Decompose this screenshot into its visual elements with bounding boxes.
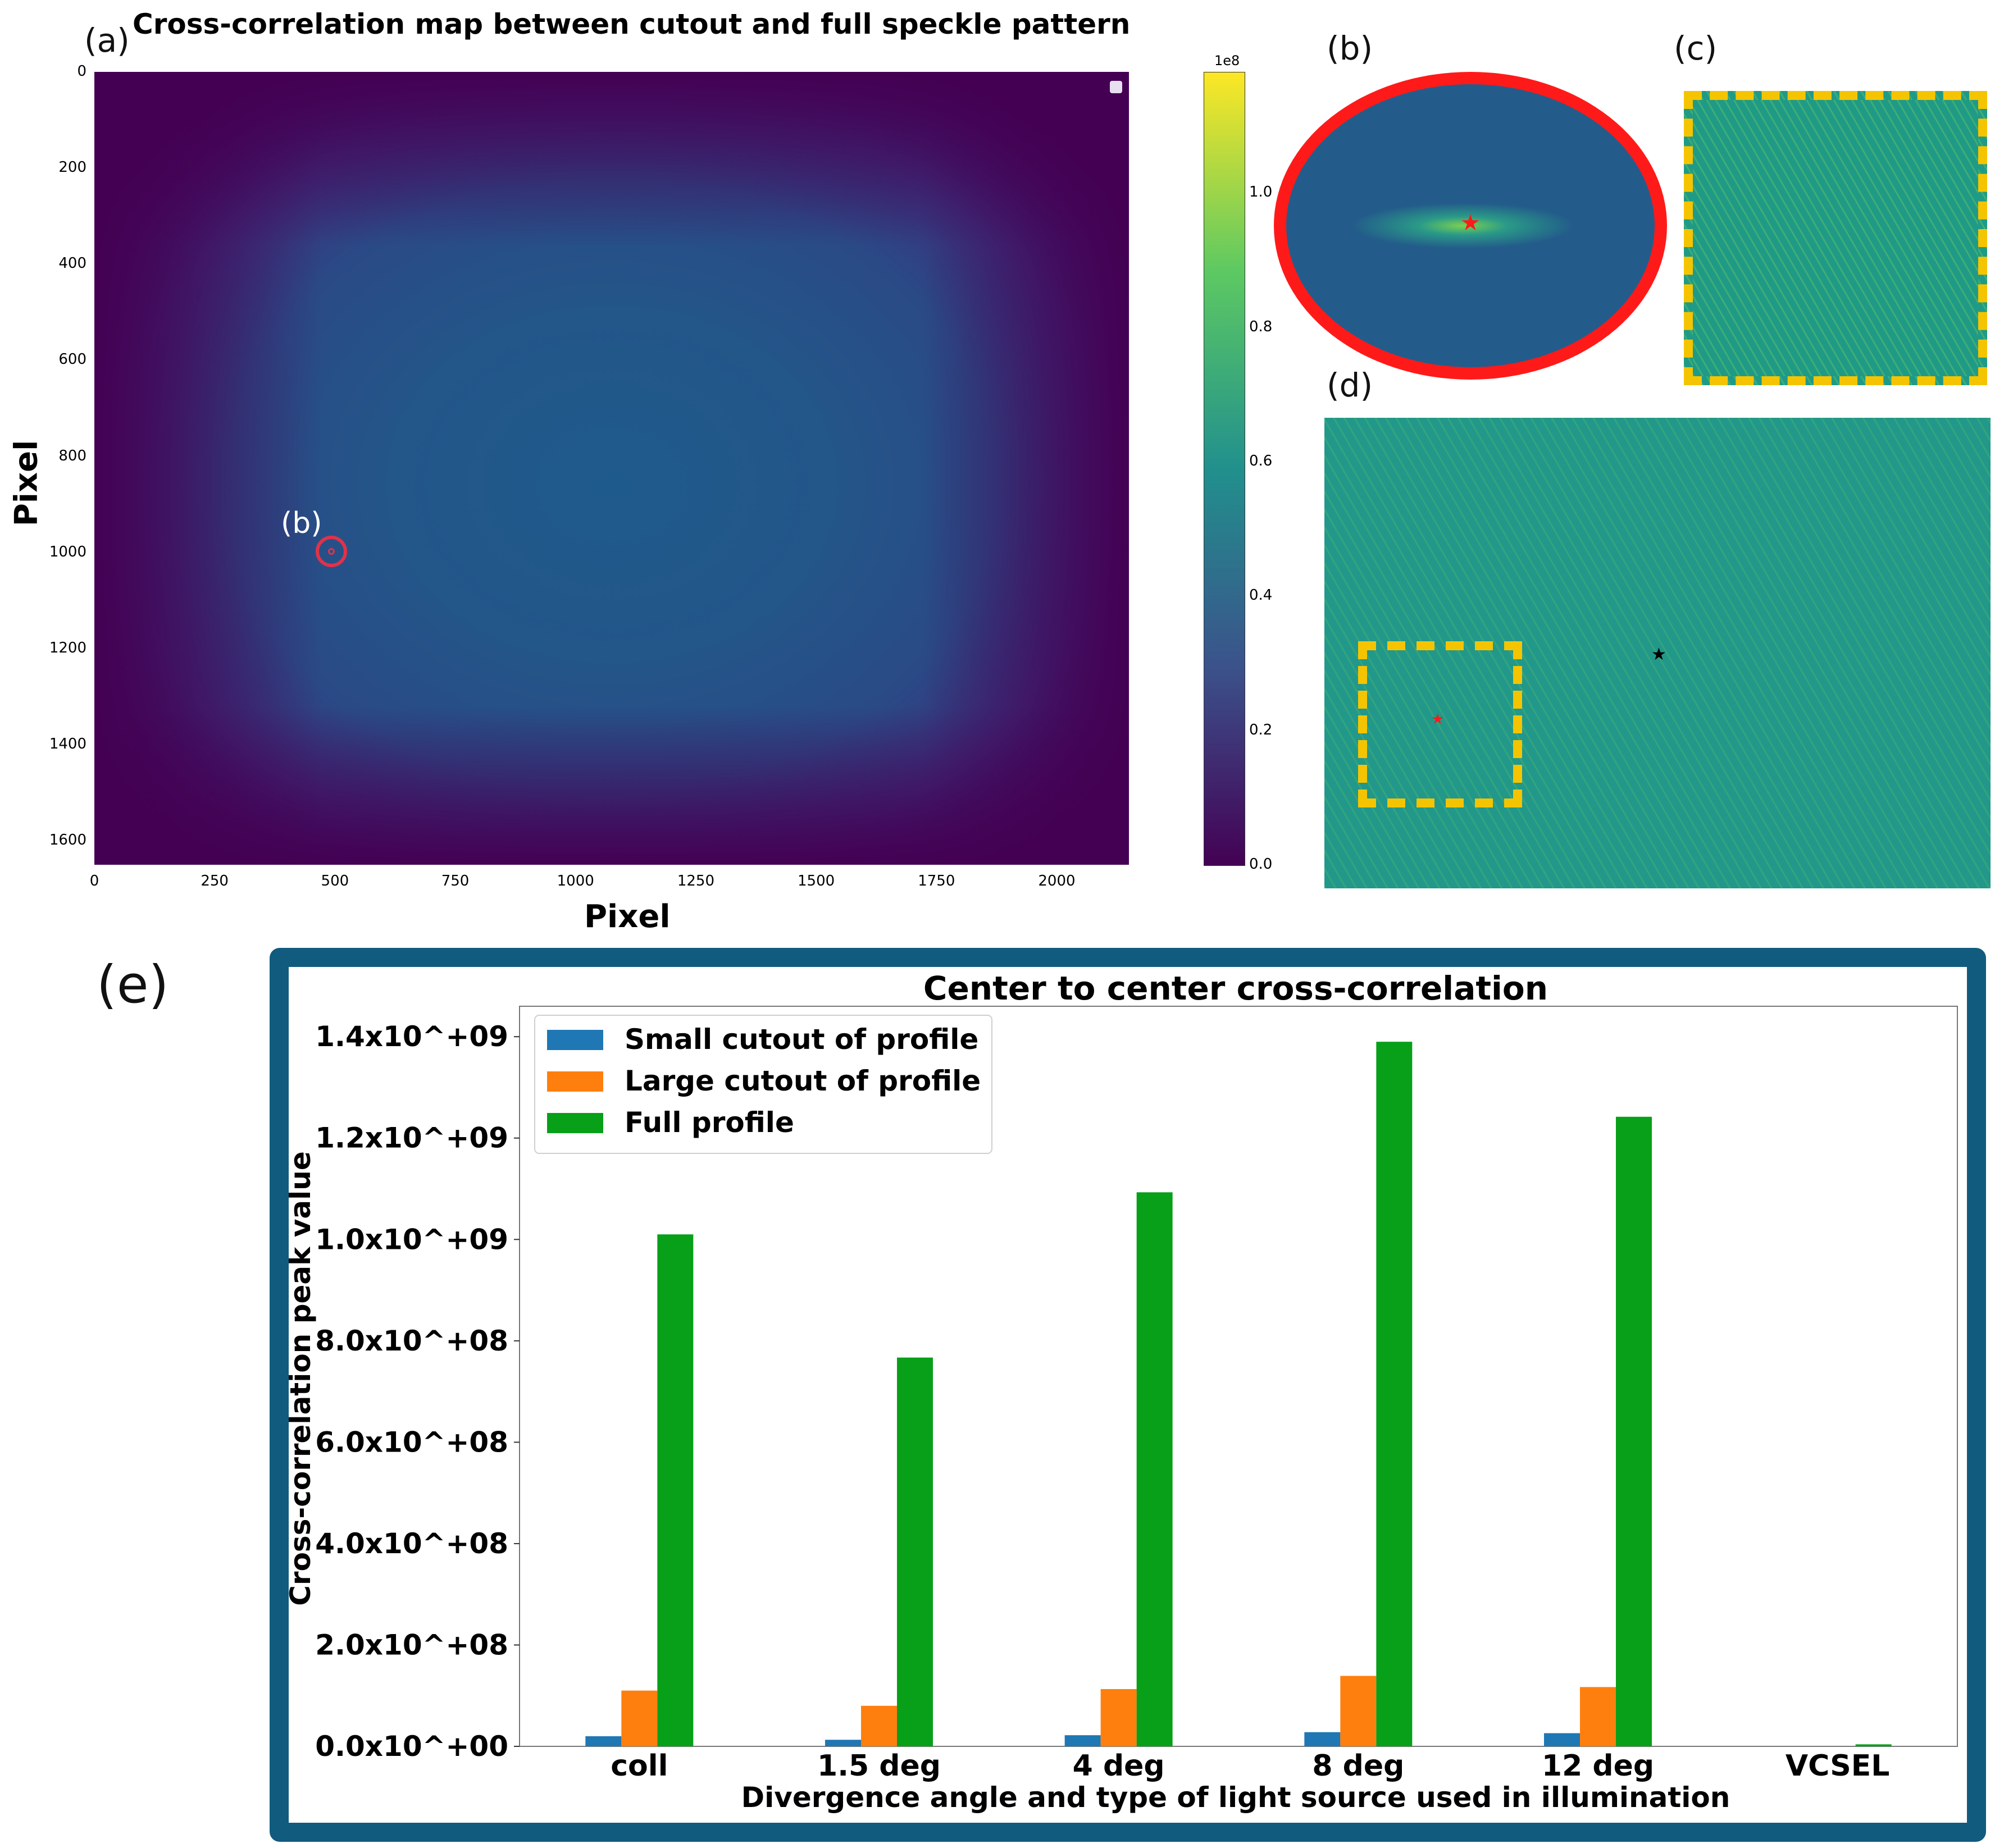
bar (1580, 1687, 1616, 1746)
x-tick-label: 750 (441, 873, 470, 889)
x-tick-label: 2000 (1038, 873, 1076, 889)
x-tick-label: 250 (201, 873, 229, 889)
y-tick-label: 1.0x10^+09 (315, 1223, 508, 1256)
x-tick-label: 12 deg (1542, 1749, 1654, 1783)
red-star-marker: ★ (1460, 210, 1481, 236)
bar (825, 1740, 861, 1746)
panel-a-label: (a) (84, 21, 130, 60)
y-tick-label: 6.0x10^+08 (315, 1426, 508, 1458)
y-tick-label: 600 (58, 351, 86, 368)
red-star-marker: ★ (1431, 711, 1445, 728)
bar (1855, 1744, 1892, 1746)
cutout-region-box (1358, 641, 1522, 807)
legend-swatch (547, 1071, 603, 1092)
y-tick-label: 800 (58, 447, 86, 464)
x-tick-label: 1250 (677, 873, 714, 889)
bar (1340, 1676, 1377, 1746)
legend-frame (534, 1015, 992, 1154)
plot-area (519, 1006, 1958, 1747)
panel-a-xlabel: Pixel (584, 898, 671, 935)
colorbar-tick-label: 0.4 (1249, 587, 1273, 604)
bar (1544, 1733, 1580, 1746)
heatmap-fade-y (94, 72, 1129, 865)
bar (1100, 1689, 1137, 1746)
x-tick-label: 0 (89, 873, 99, 889)
heatmap-corner-marker (1110, 81, 1122, 93)
colorbar-offset-label: 1e8 (1214, 53, 1240, 69)
y-tick-label: 1600 (49, 832, 86, 849)
y-tick-label: 1.2x10^+09 (315, 1122, 508, 1155)
bar (861, 1705, 897, 1746)
x-tick-label: 1500 (798, 873, 835, 889)
y-axis-label: Cross-correlation peak value (284, 1151, 317, 1606)
y-tick-label: 8.0x10^+08 (315, 1325, 508, 1357)
bar (1064, 1735, 1101, 1746)
panel-a-title: Cross-correlation map between cutout and… (133, 8, 1131, 40)
inset-c-cutout (1684, 91, 1987, 385)
y-tick-label: 1400 (49, 736, 86, 753)
x-axis-label: Divergence angle and type of light sourc… (741, 1781, 1730, 1814)
colorbar (1204, 72, 1245, 866)
x-tick-label: 1.5 deg (817, 1749, 941, 1783)
y-tick-label: 0.0x10^+00 (315, 1730, 508, 1763)
x-axis-ticks: coll 1.5 deg 4 deg 8 deg 12 deg VCSEL (611, 1749, 1889, 1783)
x-tick-label: 500 (321, 873, 349, 889)
legend-swatch (547, 1030, 603, 1050)
peak-dot-marker (328, 548, 335, 555)
colorbar-tick-label: 1.0 (1249, 184, 1273, 201)
colorbar-tick-label: 0.6 (1249, 453, 1273, 470)
y-tick-label: 200 (58, 159, 86, 176)
y-tick-label: 4.0x10^+08 (315, 1527, 508, 1560)
y-tick-label: 0 (77, 63, 86, 80)
bar (657, 1234, 694, 1746)
x-tick-label: 1000 (557, 873, 594, 889)
y-tick-label: 1.4x10^+09 (315, 1020, 508, 1053)
bar (1376, 1042, 1413, 1746)
bar (585, 1736, 622, 1746)
panel-b-label: (b) (1327, 29, 1373, 67)
colorbar-tick-label: 0.8 (1249, 318, 1273, 335)
peak-circle-marker (316, 536, 347, 567)
x-tick-label: 4 deg (1073, 1749, 1165, 1783)
legend: Small cutout of profile Large cutout of p… (534, 1015, 992, 1154)
colorbar-tick-label: 0.2 (1249, 721, 1273, 738)
bar (621, 1690, 658, 1746)
x-tick-label: coll (611, 1749, 668, 1783)
chart-title: Center to center cross-correlation (923, 969, 1548, 1007)
y-tick-label: 2.0x10^+08 (315, 1628, 508, 1661)
y-tick-label: 400 (58, 255, 86, 272)
legend-label: Large cutout of profile (625, 1065, 981, 1097)
x-tick-label: 8 deg (1312, 1749, 1404, 1783)
bars (585, 1042, 1892, 1746)
black-star-marker: ★ (1651, 645, 1666, 664)
y-tick-label: 1000 (49, 543, 86, 560)
bar (897, 1357, 933, 1746)
x-tick-label: 1750 (918, 873, 955, 889)
colorbar-tick-label: 0.0 (1249, 856, 1273, 873)
bar (1616, 1116, 1652, 1746)
y-tick-label: 1200 (49, 639, 86, 656)
legend-label: Small cutout of profile (625, 1023, 978, 1056)
x-tick-label: VCSEL (1786, 1749, 1889, 1783)
panel-d-label: (d) (1327, 366, 1373, 404)
y-axis-ticks: 0.0x10^+00 2.0x10^+08 4.0x10^+08 6.0x10^+08… (315, 1020, 520, 1763)
inset-d-full-pattern: ★ ★ (1324, 418, 1991, 888)
legend-swatch (547, 1113, 603, 1133)
bar (1304, 1732, 1341, 1746)
heatmap-marker-label: (b) (281, 507, 322, 540)
bar (1136, 1192, 1173, 1746)
panel-e-label: (e) (97, 955, 169, 1015)
cross-correlation-heatmap: (b) (94, 72, 1129, 865)
panel-c-label: (c) (1674, 29, 1718, 67)
legend-label: Full profile (625, 1106, 794, 1139)
